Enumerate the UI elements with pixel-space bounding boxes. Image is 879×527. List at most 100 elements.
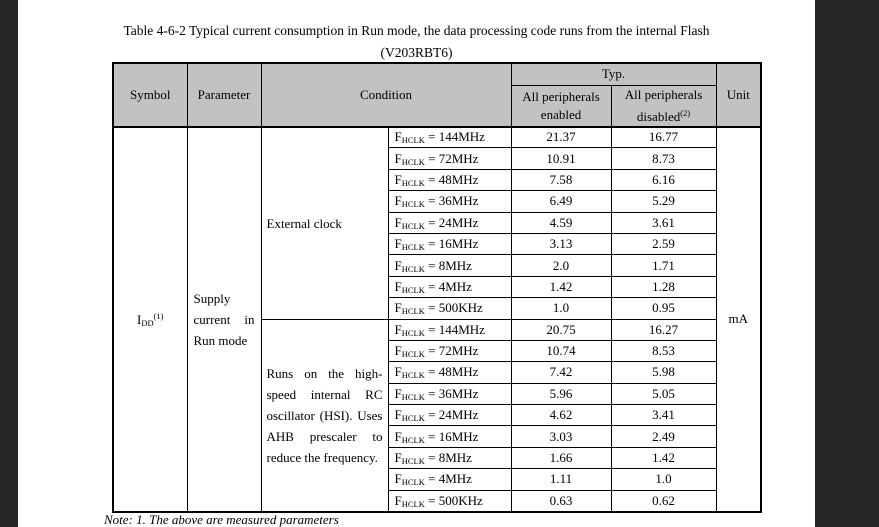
value-peripherals-disabled: 3.61 [610, 211, 717, 234]
table-note: Note: 1. The above are measured paramete… [104, 512, 339, 527]
document-page: Table 4-6-2 Typical current consumption … [18, 0, 815, 527]
value-peripherals-enabled: 2.0 [510, 254, 612, 277]
header-condition: Condition [260, 62, 512, 128]
parameter-supply-current: Supply current in Run mode [186, 125, 262, 513]
fhclk-frequency: FHCLK = 144MHz [387, 125, 512, 149]
table-row: FHCLK = 36MHz 5.96 5.05 [113, 382, 761, 406]
table-caption-line2: (V203RBT6) [380, 45, 453, 60]
value-peripherals-disabled: 2.49 [610, 425, 717, 448]
fhclk-frequency: FHCLK = 72MHz [387, 147, 512, 170]
header-unit: Unit [715, 62, 762, 128]
table-row: FHCLK = 72MHz 10.91 8.73 [113, 147, 761, 170]
fhclk-frequency: FHCLK = 16MHz [387, 232, 512, 256]
header-enabled-line1: All peripherals [522, 88, 600, 104]
table-row: FHCLK = 48MHz 7.58 6.16 [113, 168, 761, 192]
value-peripherals-disabled: 0.62 [610, 489, 717, 513]
fhclk-frequency: FHCLK = 144MHz [387, 318, 512, 341]
fhclk-frequency: FHCLK = 48MHz [387, 168, 512, 192]
header-row-sub: All peripherals enabled All peripherals … [113, 84, 761, 128]
fhclk-frequency: FHCLK = 36MHz [387, 190, 512, 213]
table-header: Symbol Parameter Condition Typ. Unit All… [112, 62, 762, 128]
fhclk-frequency: FHCLK = 16MHz [387, 425, 512, 448]
header-peripherals-enabled: All peripherals enabled [510, 84, 612, 128]
header-disabled-line2: disabled(2) [612, 104, 715, 125]
table-row: FHCLK = 24MHz 4.62 3.41 [113, 404, 761, 427]
condition-text: Runs on the high-speed internal RC oscil… [266, 365, 383, 465]
fhclk-frequency: FHCLK = 36MHz [387, 382, 512, 406]
value-peripherals-disabled: 8.53 [610, 339, 717, 363]
value-peripherals-enabled: 7.42 [510, 361, 612, 384]
table-row: IDD(1) Supply current in Run mode External… [112, 125, 762, 513]
value-peripherals-enabled: 1.0 [510, 297, 612, 320]
header-parameter: Parameter [186, 62, 262, 128]
value-peripherals-disabled: 5.98 [610, 361, 717, 384]
header-disabled-word: disabled [636, 108, 681, 124]
value-peripherals-disabled: 5.05 [610, 382, 717, 406]
value-peripherals-enabled: 20.75 [510, 318, 612, 341]
header-row-top: Symbol Parameter Condition Typ. Unit [112, 62, 762, 128]
value-peripherals-disabled: 8.73 [610, 147, 717, 170]
value-peripherals-enabled: 6.49 [510, 190, 612, 213]
value-peripherals-enabled: 10.91 [510, 147, 612, 170]
table-row: FHCLK = 500KHz 1.0 0.95 [113, 297, 761, 320]
value-peripherals-enabled: 3.03 [510, 425, 612, 448]
header-typ: Typ. [510, 62, 717, 86]
value-peripherals-enabled: 1.42 [510, 275, 612, 299]
fhclk-frequency: FHCLK = 24MHz [387, 211, 512, 234]
table-body: IDD(1) Supply current in Run mode External… [112, 125, 762, 513]
value-peripherals-disabled: 16.27 [610, 318, 717, 341]
value-peripherals-enabled: 10.74 [510, 339, 612, 363]
table-row: FHCLK = 8MHz 2.0 1.71 [113, 254, 761, 277]
value-peripherals-enabled: 7.58 [510, 168, 612, 192]
condition-external-clock: External clock [260, 126, 389, 320]
value-peripherals-disabled: 1.42 [610, 446, 717, 470]
value-peripherals-enabled: 1.11 [510, 468, 612, 491]
fhclk-frequency: FHCLK = 8MHz [387, 446, 512, 470]
value-peripherals-enabled: 5.96 [510, 382, 612, 406]
value-peripherals-disabled: 3.41 [610, 404, 717, 427]
symbol-idd: IDD(1) [112, 125, 188, 513]
fhclk-frequency: FHCLK = 48MHz [387, 361, 512, 384]
value-peripherals-enabled: 21.37 [510, 125, 612, 149]
table-row: FHCLK = 48MHz 7.42 5.98 [113, 361, 761, 384]
value-peripherals-enabled: 4.59 [510, 211, 612, 234]
condition-hsi: Runs on the high-speed internal RC oscil… [260, 318, 389, 513]
table-caption-line1: Table 4-6-2 Typical current consumption … [123, 23, 710, 38]
table-row: FHCLK = 24MHz 4.59 3.61 [113, 211, 761, 234]
table-row: Runs on the high-speed internal RC oscil… [113, 318, 761, 513]
value-peripherals-disabled: 5.29 [610, 190, 717, 213]
header-enabled-line2: enabled [540, 106, 582, 122]
value-peripherals-disabled: 6.16 [610, 168, 717, 192]
value-peripherals-disabled: 1.0 [610, 468, 717, 491]
table-row: FHCLK = 4MHz 1.42 1.28 [113, 275, 761, 299]
value-peripherals-enabled: 1.66 [510, 446, 612, 470]
header-disabled-footnote: (2) [680, 107, 691, 118]
value-peripherals-disabled: 16.77 [610, 125, 717, 149]
unit-ma: mA [715, 125, 762, 513]
table-row: FHCLK = 72MHz 10.74 8.53 [113, 339, 761, 363]
table-row: FHCLK = 36MHz 6.49 5.29 [113, 190, 761, 213]
value-peripherals-disabled: 1.28 [610, 275, 717, 299]
fhclk-frequency: FHCLK = 24MHz [387, 404, 512, 427]
fhclk-frequency: FHCLK = 500KHz [387, 489, 512, 513]
fhclk-frequency: FHCLK = 4MHz [387, 468, 512, 491]
header-peripherals-disabled: All peripherals disabled(2) [610, 84, 717, 128]
fhclk-frequency: FHCLK = 72MHz [387, 339, 512, 363]
table-row: FHCLK = 500KHz 0.63 0.62 [113, 489, 761, 513]
value-peripherals-enabled: 0.63 [510, 489, 612, 513]
table-row: FHCLK = 4MHz 1.11 1.0 [113, 468, 761, 491]
table-row: FHCLK = 16MHz 3.13 2.59 [113, 232, 761, 256]
fhclk-frequency: FHCLK = 8MHz [387, 254, 512, 277]
value-peripherals-enabled: 3.13 [510, 232, 612, 256]
value-peripherals-enabled: 4.62 [510, 404, 612, 427]
fhclk-frequency: FHCLK = 500KHz [387, 297, 512, 320]
value-peripherals-disabled: 1.71 [610, 254, 717, 277]
condition-text: External clock [266, 215, 342, 231]
header-disabled-line1: All peripherals [624, 86, 703, 102]
value-peripherals-disabled: 0.95 [610, 297, 717, 320]
parameter-text: Supply current in Run mode [193, 290, 255, 348]
header-symbol: Symbol [112, 62, 188, 128]
fhclk-frequency: FHCLK = 4MHz [387, 275, 512, 299]
current-consumption-table: Symbol Parameter Condition Typ. Unit All… [112, 62, 763, 513]
